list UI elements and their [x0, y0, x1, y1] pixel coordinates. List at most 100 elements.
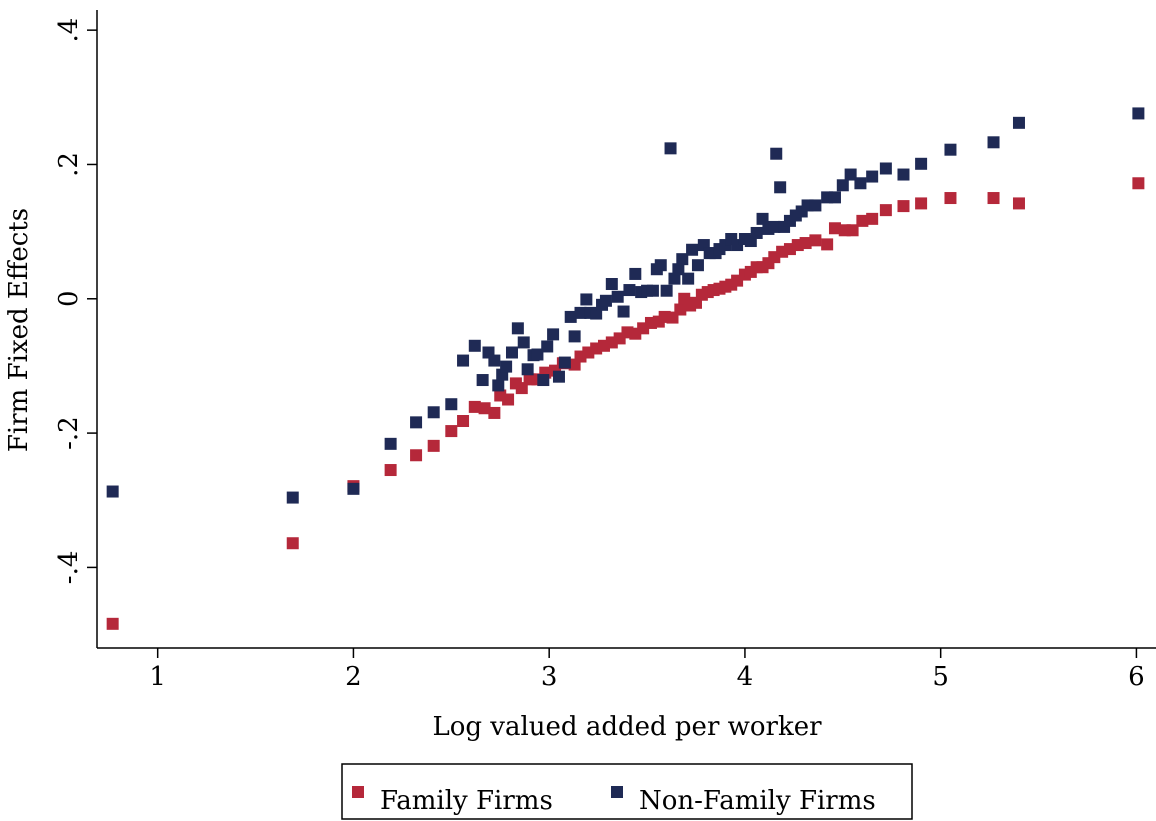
point [686, 243, 699, 256]
point [468, 400, 481, 413]
point [879, 204, 892, 217]
point [836, 179, 849, 192]
x-tick-label: 4 [737, 662, 754, 692]
point [944, 143, 957, 156]
y-tick-label: 0 [54, 291, 84, 308]
point [664, 142, 677, 155]
point [476, 374, 489, 387]
y-axis-title: Firm Fixed Effects [4, 208, 34, 452]
point [674, 303, 687, 316]
point [844, 168, 857, 181]
point [809, 234, 822, 247]
point [410, 416, 423, 429]
y-tick-label: -.4 [54, 551, 84, 585]
point [915, 157, 928, 170]
point [599, 294, 612, 307]
point [770, 147, 783, 160]
point [691, 259, 704, 272]
point [987, 136, 1000, 149]
point [488, 406, 501, 419]
point [547, 328, 560, 341]
point [774, 181, 787, 194]
point [846, 224, 859, 237]
point [987, 192, 1000, 205]
point [502, 393, 515, 406]
point [1132, 107, 1145, 120]
point [1012, 116, 1025, 129]
point [660, 284, 673, 297]
point [756, 212, 769, 225]
point [646, 284, 659, 297]
point [445, 398, 458, 411]
x-tick-label: 6 [1128, 662, 1145, 692]
point [654, 259, 667, 272]
point [629, 267, 642, 280]
point [537, 374, 550, 387]
point [531, 348, 544, 361]
y-tick-label: -.2 [54, 416, 84, 450]
point [492, 379, 505, 392]
point [521, 363, 534, 376]
point [1132, 177, 1145, 190]
x-tick-label: 5 [932, 662, 949, 692]
point [915, 197, 928, 210]
point [574, 306, 587, 319]
x-tick-label: 2 [345, 662, 362, 692]
point [809, 199, 822, 212]
point [605, 278, 618, 291]
point [505, 346, 518, 359]
point [445, 425, 458, 438]
point [488, 354, 501, 367]
y-tick-label: .4 [54, 18, 84, 43]
point [457, 415, 470, 428]
point [821, 238, 834, 251]
point [286, 491, 299, 504]
point [286, 537, 299, 550]
legend-box [341, 763, 913, 820]
point [106, 485, 119, 498]
legend-marker [611, 786, 623, 798]
point [500, 360, 513, 373]
point [828, 191, 841, 204]
point [854, 177, 867, 190]
point [384, 464, 397, 477]
point [897, 200, 910, 213]
point [617, 305, 630, 318]
point [564, 310, 577, 323]
point [1012, 197, 1025, 210]
point [580, 293, 593, 306]
point [511, 322, 524, 335]
point [106, 617, 119, 630]
point [944, 192, 957, 205]
point [856, 214, 869, 227]
point [552, 370, 565, 383]
point [558, 356, 571, 369]
legend-marker [352, 786, 364, 798]
point [478, 402, 491, 415]
x-tick-label: 1 [149, 662, 166, 692]
point [799, 237, 812, 250]
point [676, 253, 689, 266]
point [828, 222, 841, 235]
point [682, 272, 695, 285]
point [611, 290, 624, 303]
point [672, 263, 685, 276]
point [541, 340, 554, 353]
x-tick-label: 3 [541, 662, 558, 692]
point [668, 272, 681, 285]
point [897, 168, 910, 181]
point [568, 330, 581, 343]
point [410, 449, 423, 462]
point [623, 284, 636, 297]
legend-label: Non-Family Firms [639, 786, 876, 816]
y-tick-label: .2 [54, 152, 84, 177]
point [879, 162, 892, 175]
point [427, 406, 440, 419]
point [427, 439, 440, 452]
point [468, 339, 481, 352]
point [347, 482, 360, 495]
point [866, 170, 879, 183]
x-axis-title: Log valued added per worker [432, 712, 822, 742]
legend-label: Family Firms [380, 786, 553, 816]
